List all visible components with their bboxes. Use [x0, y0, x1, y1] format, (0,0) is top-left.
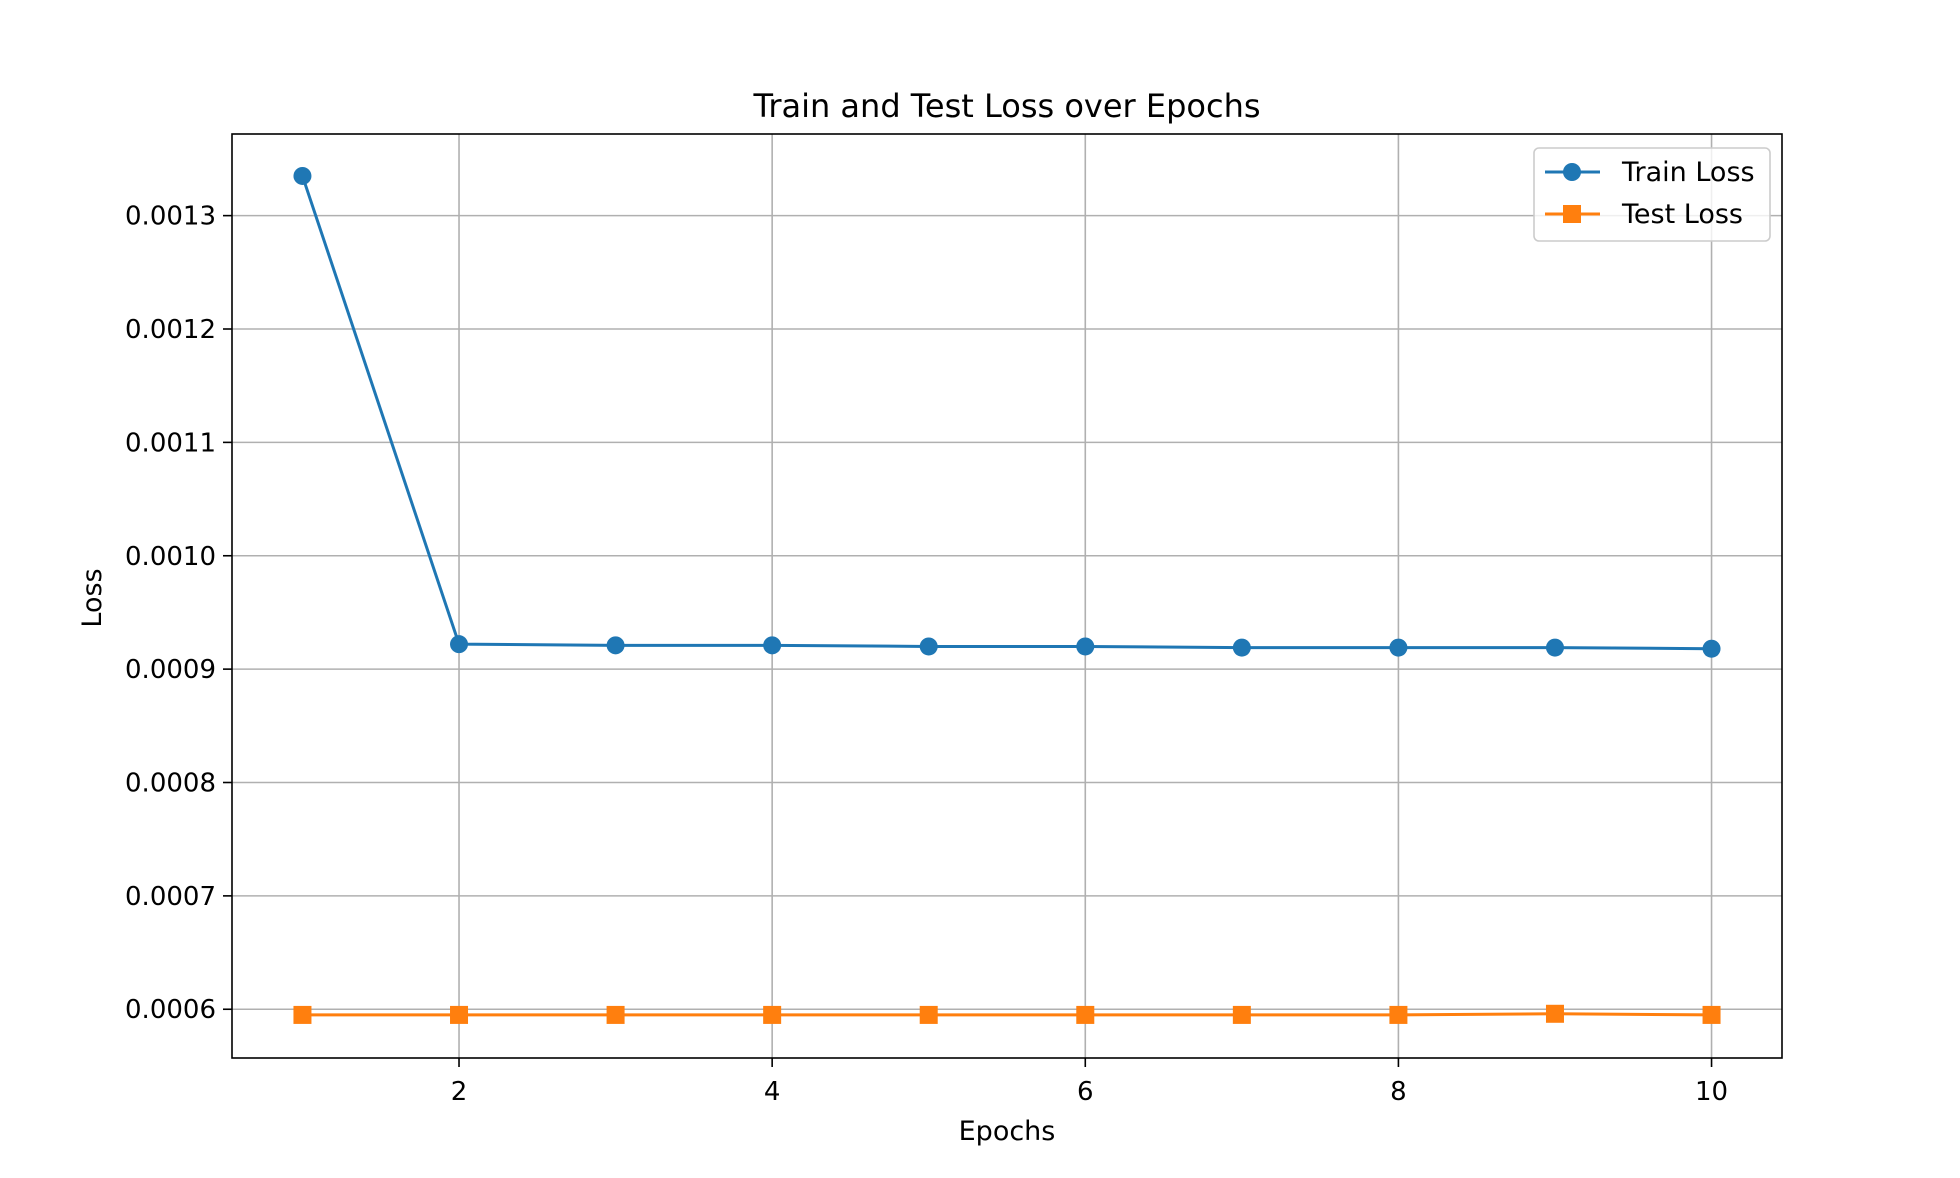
y-tick-label: 0.0007	[125, 882, 216, 912]
train-loss-point	[606, 636, 625, 655]
y-tick-label: 0.0013	[125, 202, 216, 232]
test-loss-point	[293, 1005, 312, 1024]
y-axis-label: Loss	[77, 568, 108, 627]
series-layer	[293, 166, 1721, 1024]
test-loss-point	[1232, 1005, 1251, 1024]
test-loss-point	[606, 1005, 625, 1024]
series-train-loss	[293, 166, 1721, 658]
train-loss-point	[763, 636, 782, 655]
legend-label-test-loss: Test Loss	[1621, 199, 1743, 230]
chart-title: Train and Test Loss over Epochs	[752, 87, 1260, 125]
legend-label-train-loss: Train Loss	[1621, 157, 1755, 188]
x-axis-ticks: 2 4 6 8 10	[451, 1058, 1728, 1107]
x-tick-label: 4	[764, 1077, 781, 1107]
legend-train-marker	[1563, 163, 1581, 181]
test-loss-point	[450, 1005, 469, 1024]
x-tick-label: 8	[1390, 1077, 1407, 1107]
train-loss-point	[1389, 638, 1408, 657]
plot-frame	[231, 133, 1783, 1059]
train-loss-point	[1545, 638, 1564, 657]
legend-test-marker	[1563, 205, 1581, 223]
test-loss-line	[302, 1012, 1712, 1017]
y-tick-label: 0.0012	[125, 315, 216, 345]
y-tick-label: 0.0006	[125, 995, 216, 1025]
test-loss-point	[1702, 1005, 1721, 1024]
test-loss-point	[1545, 1004, 1564, 1023]
legend: Train Loss Test Loss	[1533, 147, 1771, 242]
grid-lines	[232, 134, 1782, 1058]
test-loss-point	[1389, 1005, 1408, 1024]
x-tick-label: 2	[451, 1077, 468, 1107]
test-loss-point	[763, 1005, 782, 1024]
train-loss-line	[301, 175, 1712, 651]
x-tick-label: 6	[1077, 1077, 1094, 1107]
train-loss-point	[919, 637, 938, 656]
train-loss-point	[1232, 638, 1251, 657]
test-loss-point	[919, 1005, 938, 1024]
train-loss-point	[1076, 637, 1095, 656]
y-tick-label: 0.0011	[125, 428, 216, 458]
x-axis-label: Epochs	[959, 1116, 1056, 1147]
train-loss-point	[1702, 639, 1721, 658]
y-axis-ticks: 0.0006 0.0007 0.0008 0.0009 0.0010 0.0011 0.00…	[125, 202, 232, 1025]
test-loss-point	[1076, 1005, 1095, 1024]
y-tick-label: 0.0008	[125, 769, 216, 799]
y-tick-label: 0.0010	[125, 542, 216, 572]
y-tick-label: 0.0009	[125, 655, 216, 685]
series-test-loss	[293, 1004, 1721, 1024]
x-tick-label: 10	[1695, 1077, 1728, 1107]
train-loss-point	[293, 166, 312, 185]
train-loss-point	[450, 635, 469, 654]
